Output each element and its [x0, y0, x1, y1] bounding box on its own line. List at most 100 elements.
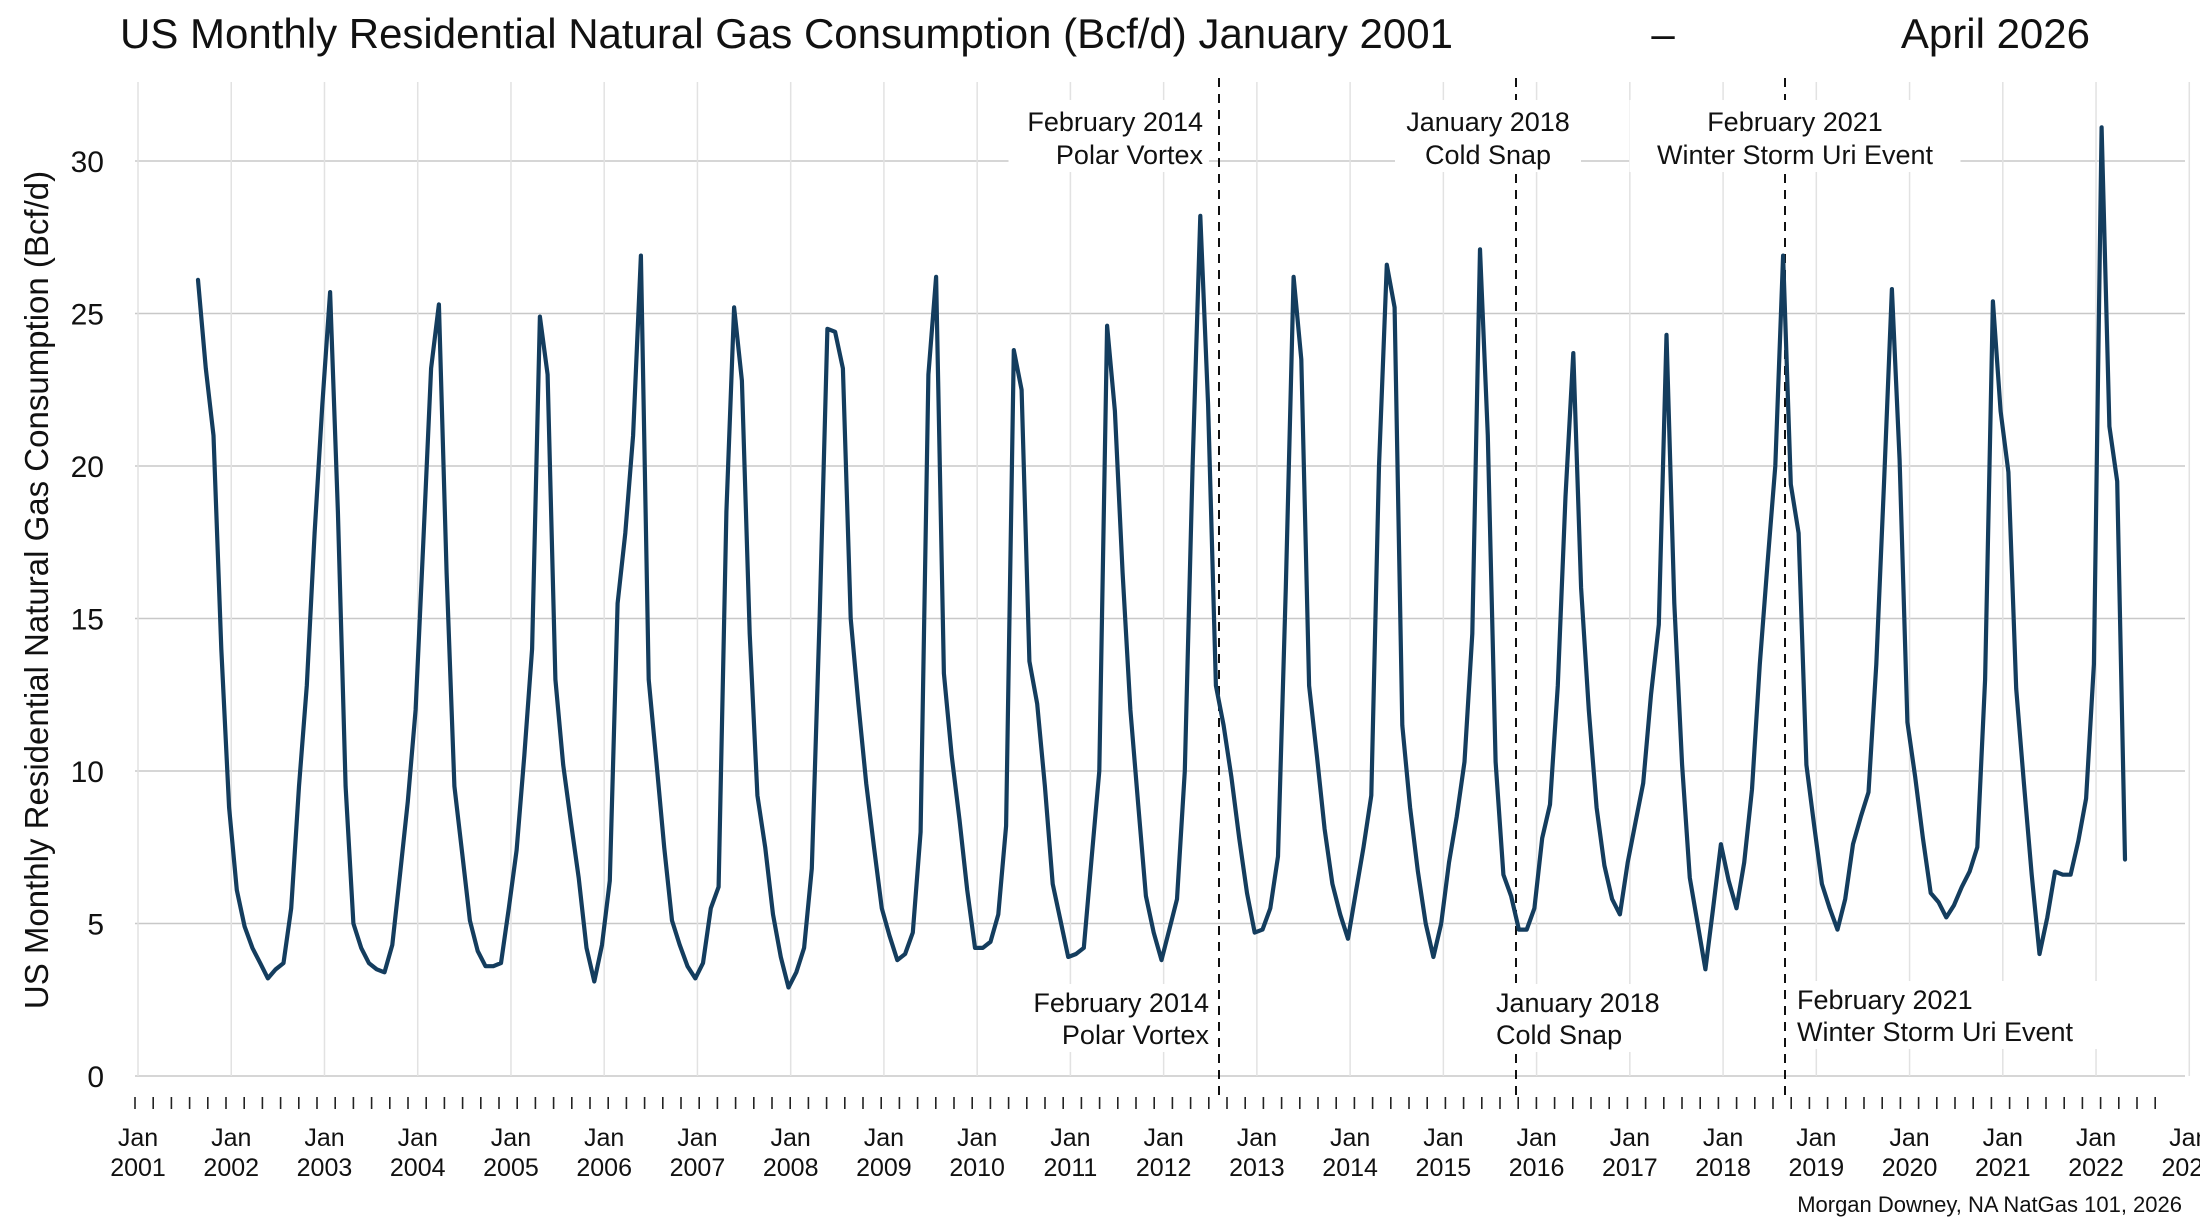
data-point	[1237, 836, 1241, 840]
annotation-bottom-line2: Winter Storm Uri Event	[1797, 1017, 2074, 1047]
annotation-top-line2: Winter Storm Uri Event	[1657, 140, 1934, 170]
data-point	[826, 327, 829, 330]
data-point	[1377, 464, 1381, 468]
data-point	[2014, 687, 2018, 690]
data-point	[927, 373, 930, 376]
data-point	[1945, 916, 1948, 919]
x-tick-label-month: Jan	[2076, 1124, 2116, 1152]
annotation-label-bg	[1395, 100, 1581, 172]
data-point	[274, 968, 277, 971]
data-point	[888, 934, 891, 937]
data-point	[1960, 885, 1963, 889]
x-tick-label-year: 2014	[1322, 1154, 1378, 1182]
data-point	[1929, 891, 1932, 895]
data-point	[492, 965, 495, 968]
data-point	[1307, 684, 1311, 687]
data-point	[655, 760, 658, 764]
data-point	[1735, 907, 1738, 910]
data-point	[2022, 782, 2026, 785]
source-credit: Morgan Downey, NA NatGas 101, 2026	[1797, 1192, 2182, 1217]
data-point	[1012, 348, 1016, 352]
data-point	[546, 373, 549, 376]
data-point	[406, 800, 409, 803]
data-point	[523, 754, 526, 757]
data-point	[1618, 913, 1622, 916]
data-point	[204, 367, 207, 370]
data-point	[1059, 919, 1062, 922]
data-point	[1043, 785, 1047, 788]
data-point	[950, 754, 953, 757]
data-point	[779, 955, 782, 959]
annotation-bottom-line1: January 2018	[1496, 988, 1660, 1018]
x-tick-label-year: 2018	[1695, 1154, 1751, 1182]
data-point	[1067, 955, 1070, 959]
annotation-label-bg	[1490, 984, 1676, 1052]
x-tick-label-year: 2020	[1882, 1154, 1938, 1182]
data-point	[966, 888, 969, 892]
x-tick-label-month: Jan	[1516, 1124, 1556, 1152]
data-point	[2123, 858, 2127, 861]
data-point	[1315, 754, 1319, 757]
data-point	[577, 876, 580, 879]
data-point	[227, 806, 231, 809]
data-point	[1890, 287, 1894, 291]
data-point	[1113, 409, 1117, 413]
data-point	[934, 275, 938, 279]
x-tick-label-month: Jan	[677, 1124, 717, 1152]
data-point	[732, 306, 736, 309]
data-point	[336, 510, 340, 513]
data-point	[1440, 922, 1443, 925]
data-point	[1999, 409, 2002, 413]
data-point	[266, 977, 270, 980]
data-point	[530, 647, 534, 651]
data-point	[2108, 425, 2111, 428]
data-point	[2030, 873, 2033, 876]
data-point	[2007, 470, 2010, 474]
data-point	[1758, 663, 1761, 666]
x-tick-label-month: Jan	[957, 1124, 997, 1152]
data-point	[1517, 928, 1521, 931]
data-point	[1766, 562, 1769, 565]
data-point	[616, 602, 619, 605]
data-point	[1882, 480, 1886, 483]
data-point	[305, 684, 308, 687]
x-tick-label-year: 2013	[1229, 1154, 1285, 1182]
data-point	[1649, 693, 1653, 696]
data-point	[1572, 351, 1575, 355]
data-point	[1952, 904, 1956, 907]
data-point	[1696, 922, 1699, 925]
x-tick-label-month: Jan	[211, 1124, 251, 1152]
x-tick-label-year: 2010	[949, 1154, 1005, 1182]
data-point	[391, 943, 394, 947]
data-point	[1276, 855, 1280, 858]
data-point	[476, 949, 479, 953]
data-point	[1074, 952, 1078, 956]
x-tick-label-year: 2021	[1975, 1154, 2031, 1182]
annotation-label-bg	[1629, 100, 1961, 172]
data-point	[1175, 897, 1179, 901]
data-point	[1206, 403, 1210, 407]
data-point	[554, 678, 557, 681]
data-point	[833, 330, 837, 333]
data-point	[771, 913, 775, 916]
data-point	[1750, 788, 1754, 791]
data-point	[1680, 763, 1684, 767]
data-point	[1851, 843, 1855, 846]
x-axis: Jan2001Jan2002Jan2003Jan2004Jan2005Jan20…	[110, 1097, 2200, 1182]
data-point	[1385, 263, 1389, 266]
data-point	[1525, 928, 1528, 931]
data-point	[1688, 876, 1692, 879]
data-point	[1836, 928, 1839, 931]
x-tick-label-year: 2012	[1136, 1154, 1192, 1182]
data-point	[973, 946, 977, 950]
data-point	[2046, 916, 2049, 919]
data-point	[1183, 769, 1186, 773]
x-tick-label-year: 2001	[110, 1154, 166, 1182]
data-point	[1292, 275, 1295, 279]
data-point	[663, 846, 666, 849]
data-point	[849, 617, 852, 620]
annotation-top-line2: Cold Snap	[1425, 140, 1551, 170]
data-point	[958, 818, 961, 821]
annotation-label-bg	[1008, 100, 1209, 172]
annotation-label-bg	[1791, 981, 2122, 1049]
